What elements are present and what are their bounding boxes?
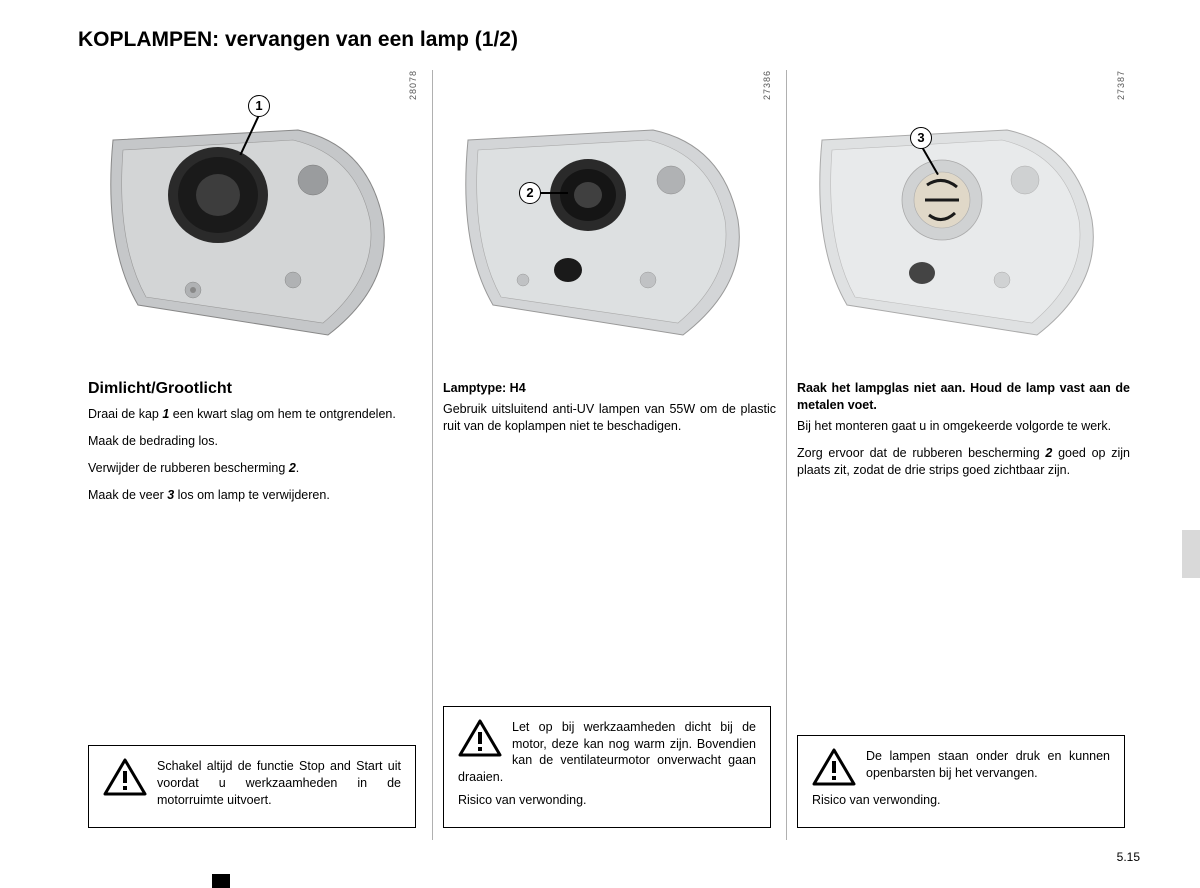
callout-3: 3 xyxy=(910,127,932,149)
title-main: KOPLAMPEN: xyxy=(78,28,219,51)
figure-2: 27386 2 xyxy=(443,70,776,380)
warning-2-text2: Risico van verwonding. xyxy=(458,792,756,809)
column-1: 28078 1 Dimlicht/Grootlicht Draai d xyxy=(78,70,432,840)
figure-3: 27387 3 xyxy=(797,70,1130,380)
col3-bold: Raak het lampglas niet aan. Houd de lamp… xyxy=(797,380,1130,414)
col1-text: Dimlicht/Grootlicht Draai de kap 1 een k… xyxy=(88,380,422,504)
warning-box-2: Let op bij werkzaamheden dicht bij de mo… xyxy=(443,706,771,828)
manual-page: KOPLAMPEN: vervangen van een lamp (1/2) … xyxy=(0,0,1200,888)
col2-text: Lamptype: H4 Gebruik uitsluitend anti-UV… xyxy=(443,380,776,435)
column-3: 27387 3 Raak het lampglas niet aan. Houd… xyxy=(786,70,1140,840)
col1-p2: Maak de bedrading los. xyxy=(88,433,422,450)
column-2: 27386 2 Lamptype: H4 Gebruik uitslu xyxy=(432,70,786,840)
warning-3-text2: Risico van verwonding. xyxy=(812,792,1110,809)
footer-mark xyxy=(212,874,230,888)
image-code-3: 27387 xyxy=(1116,70,1126,100)
side-tab xyxy=(1182,530,1200,578)
headlight-illustration-1 xyxy=(98,125,398,355)
warning-box-3: De lampen staan onder druk en kunnen ope… xyxy=(797,735,1125,828)
columns: 28078 1 Dimlicht/Grootlicht Draai d xyxy=(78,70,1140,840)
image-code-2: 27386 xyxy=(762,70,772,100)
warning-3-text1: De lampen staan onder druk en kunnen ope… xyxy=(812,748,1110,782)
figure-1: 28078 1 xyxy=(88,70,422,380)
page-title: KOPLAMPEN: vervangen van een lamp (1/2) xyxy=(78,28,1140,52)
col3-p1: Bij het monteren gaat u in omgekeerde vo… xyxy=(797,418,1130,435)
col3-text: Raak het lampglas niet aan. Houd de lamp… xyxy=(797,380,1130,478)
image-code-1: 28078 xyxy=(408,70,418,100)
headlight-illustration-2 xyxy=(453,125,753,355)
warning-icon xyxy=(812,748,856,788)
title-paren: (1/2) xyxy=(475,28,518,51)
page-number: 5.15 xyxy=(1117,850,1140,864)
callout-line-2 xyxy=(540,192,568,194)
col1-p1: Draai de kap 1 een kwart slag om hem te … xyxy=(88,406,422,423)
col1-p4: Maak de veer 3 los om lamp te verwijdere… xyxy=(88,487,422,504)
col1-heading: Dimlicht/Grootlicht xyxy=(88,380,422,398)
warning-2-text1: Let op bij werkzaamheden dicht bij de mo… xyxy=(458,719,756,787)
warning-icon xyxy=(103,758,147,798)
headlight-illustration-3 xyxy=(807,125,1107,355)
col2-p1: Gebruik uitsluitend anti-UV lampen van 5… xyxy=(443,401,776,435)
callout-2: 2 xyxy=(519,182,541,204)
col1-p3: Verwijder de rubberen bescherming 2. xyxy=(88,460,422,477)
warning-icon xyxy=(458,719,502,759)
col3-p2: Zorg ervoor dat de rubberen bescherming … xyxy=(797,445,1130,479)
callout-1: 1 xyxy=(248,95,270,117)
col2-heading: Lamptype: H4 xyxy=(443,380,776,397)
warning-1-text: Schakel altijd de functie Stop and Start… xyxy=(103,758,401,809)
title-rest: vervangen van een lamp xyxy=(219,28,475,51)
warning-box-1: Schakel altijd de functie Stop and Start… xyxy=(88,745,416,828)
